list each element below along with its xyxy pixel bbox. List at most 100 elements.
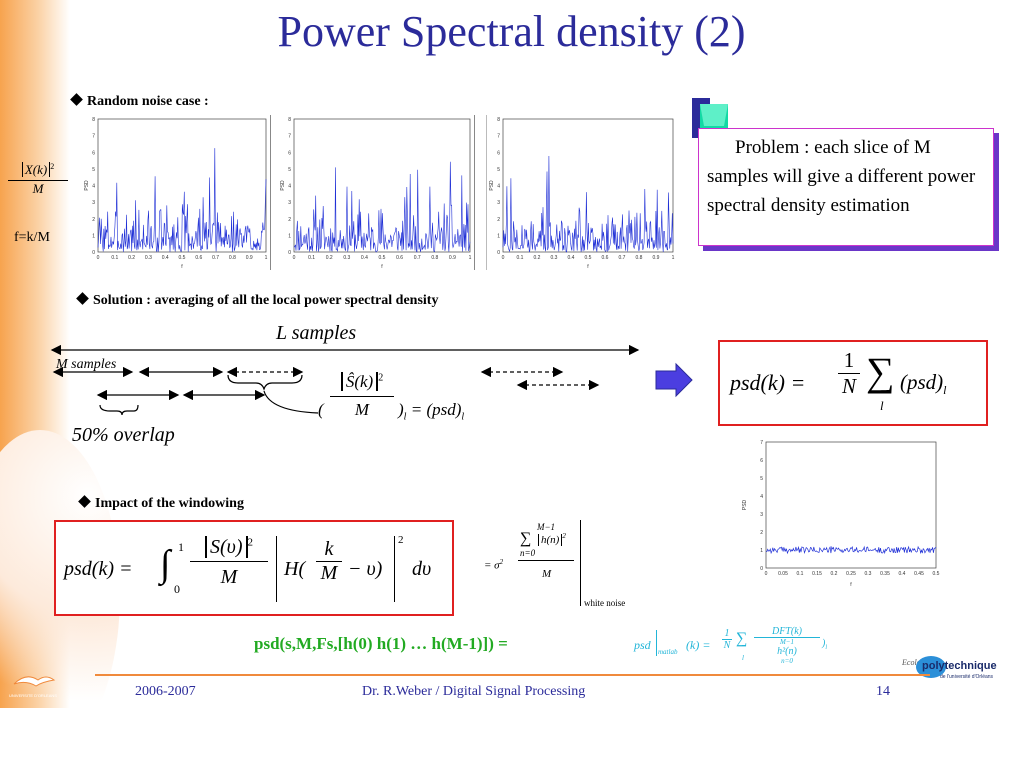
x-tick-label: 0.6 — [396, 255, 403, 261]
slide-title: Power Spectral density (2) — [277, 7, 746, 56]
section-random-noise-label: Random noise case : — [87, 94, 209, 109]
integral-lower: 0 — [174, 582, 180, 596]
plot-frame — [502, 118, 674, 253]
y-tick-label: 8 — [92, 117, 95, 123]
x-tick-label: 0.3 — [551, 255, 558, 261]
x-tick-label: 0.1 — [797, 571, 804, 577]
local-psd-exponent: 2 — [378, 372, 384, 384]
brace-pointer — [263, 390, 319, 414]
section-solution-label: Solution : averaging of all the local po… — [93, 293, 439, 308]
y-tick-label: 1 — [288, 233, 291, 239]
y-tick-label: 7 — [288, 134, 291, 140]
averaged-psd-trace — [765, 545, 937, 555]
polytech-logo-circle — [916, 656, 946, 678]
section-windowing: Impact of the windowing — [78, 495, 244, 512]
y-tick-label: 4 — [92, 184, 95, 190]
x-tick-label: 0.8 — [229, 255, 236, 261]
x-tick-label: 0.8 — [431, 255, 438, 261]
footer-year: 2006-2007 — [135, 684, 196, 699]
y-tick-label: 0 — [760, 566, 763, 572]
y-tick-label: 5 — [92, 167, 95, 173]
x-tick-label: 0.9 — [246, 255, 253, 261]
y-tick-label: 4 — [497, 184, 500, 190]
x-axis-label: f — [587, 264, 589, 270]
x-tick-label: 0 — [97, 255, 100, 261]
x-tick-label: 0.4 — [361, 255, 368, 261]
y-tick-label: 8 — [288, 117, 291, 123]
l-samples-label: L samples — [276, 322, 357, 344]
y-tick-label: 5 — [760, 476, 763, 482]
x-tick-label: 0.45 — [914, 571, 924, 577]
x-tick-label: 1 — [265, 255, 268, 261]
y-tick-label: 3 — [760, 512, 763, 518]
abs-bar-right — [394, 536, 395, 602]
bullet-diamond-icon — [70, 93, 83, 106]
y-tick-label: 2 — [497, 217, 500, 223]
left-formula: X(k) 2 M — [8, 162, 68, 197]
abs-bar-left — [276, 536, 277, 602]
windowing-s-exponent: 2 — [247, 536, 254, 549]
bullet-diamond-icon — [76, 292, 89, 305]
y-tick-label: 6 — [288, 150, 291, 156]
overlap-brace — [99, 404, 139, 416]
y-tick-label: 7 — [497, 134, 500, 140]
x-tick-label: 0.3 — [145, 255, 152, 261]
y-tick-label: 0 — [497, 250, 500, 256]
x-tick-label: 0.1 — [308, 255, 315, 261]
white-noise-sigma: = σ — [484, 559, 500, 572]
y-tick-label: 0 — [288, 250, 291, 256]
x-tick-label: 0.5 — [933, 571, 940, 577]
white-noise-fraction-line — [518, 560, 574, 561]
x-axis-label: f — [850, 582, 852, 588]
psd-average-numerator: 1 — [838, 348, 860, 374]
footer-line — [95, 674, 930, 676]
polytech-logo: Ecole polytechnique de l'université d'Or… — [902, 654, 1022, 684]
white-noise-exp: 2 — [562, 532, 566, 540]
y-tick-label: 3 — [92, 200, 95, 206]
x-tick-label: 0.2 — [128, 255, 135, 261]
windowing-h-exponent: 2 — [398, 534, 404, 546]
y-tick-label: 3 — [497, 200, 500, 206]
s-hat-term: Ŝ(k) — [340, 372, 379, 391]
matlab-eq-dft-fraction: DFT(k) M−1 h²(n) n=0 — [754, 626, 820, 665]
y-axis-label: PSD — [84, 180, 90, 191]
y-tick-label: 3 — [288, 200, 291, 206]
x-tick-label: 0.6 — [195, 255, 202, 261]
x-tick-label: 0.05 — [778, 571, 788, 577]
white-noise-sum-lower: n=0 — [520, 548, 536, 558]
white-noise-sum-upper: M−1 — [536, 522, 556, 532]
y-axis-label: PSD — [742, 499, 748, 510]
y-tick-label: 6 — [92, 150, 95, 156]
x-tick-label: 0.8 — [636, 255, 643, 261]
x-tick-label: 0.3 — [343, 255, 350, 261]
psd-average-equation: psd(k) = 1 N ∑ l (psd)l — [718, 340, 988, 426]
noise-psd-trace — [502, 155, 674, 253]
white-noise-prefix: = σ2 — [484, 558, 504, 572]
matlab-eq-dft: DFT(k) — [754, 626, 820, 638]
x-tick-label: 0.2 — [326, 255, 333, 261]
noise-psd-plot-3: 0 1 2 3 4 5 6 7 8 0 0.1 0.2 0.3 0.4 0.5 0.6 0.7 0.8 0.9 1 PS… — [486, 115, 677, 270]
right-arrow-icon — [655, 362, 693, 398]
noise-psd-plot-2: 0 1 2 3 4 5 6 7 8 0 0.1 0.2 0.3 0.4 0.5 0.6 0.7 0.8 0.9 1 PS… — [278, 115, 475, 270]
y-tick-label: 5 — [497, 167, 500, 173]
x-tick-label: 0 — [502, 255, 505, 261]
matlab-eq-sum-index: l — [742, 654, 744, 662]
left-formula-numerator: X(k) — [21, 162, 51, 178]
section-solution: Solution : averaging of all the local po… — [76, 292, 439, 309]
x-tick-label: 0.3 — [865, 571, 872, 577]
white-noise-h-term: h(n) 2 — [538, 532, 566, 546]
section-random-noise: Random noise case : — [70, 93, 209, 110]
y-tick-label: 2 — [288, 217, 291, 223]
y-tick-label: 6 — [497, 150, 500, 156]
x-tick-label: 0 — [293, 255, 296, 261]
footer-page-number: 14 — [876, 684, 890, 699]
noise-psd-trace — [293, 161, 471, 253]
white-noise-sum-icon: ∑ — [520, 530, 532, 547]
psd-average-lhs: psd(k) = — [730, 370, 806, 395]
noise-psd-trace — [97, 148, 267, 253]
y-tick-label: 1 — [497, 233, 500, 239]
x-tick-label: 0.15 — [812, 571, 822, 577]
y-axis-label: PSD — [280, 180, 286, 191]
x-tick-label: 0.7 — [212, 255, 219, 261]
matlab-command: psd(s,M,Fs,[h(0) h(1) … h(M-1)]) = — [254, 634, 508, 653]
